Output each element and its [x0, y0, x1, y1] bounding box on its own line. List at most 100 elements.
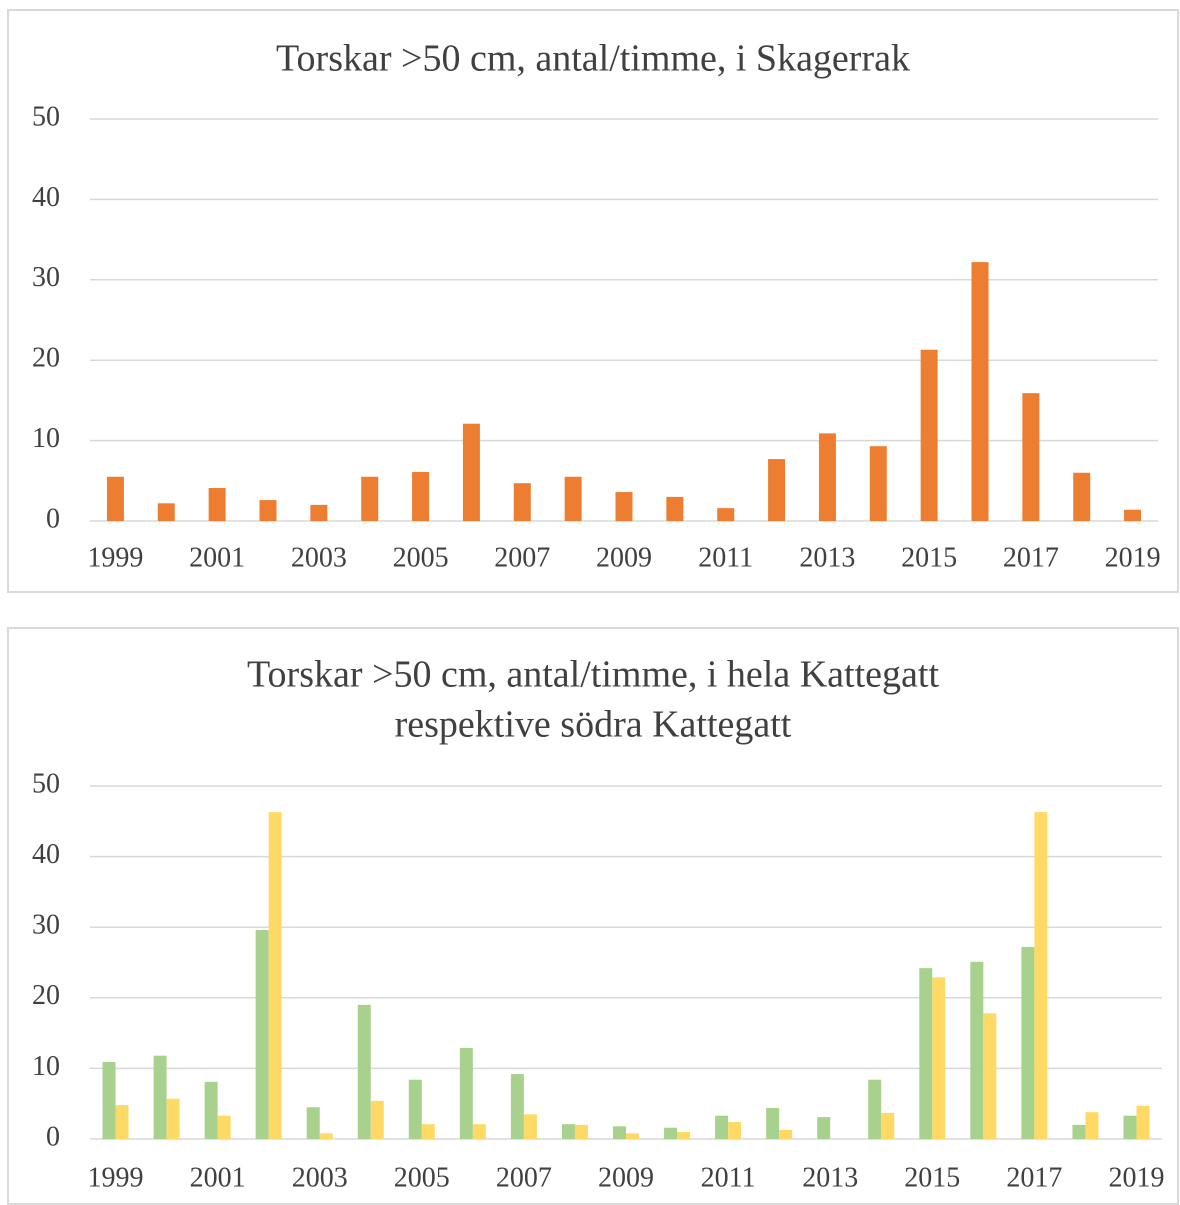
bar [766, 1107, 780, 1139]
bar [361, 476, 379, 521]
bar [1021, 946, 1035, 1139]
bar [574, 1124, 588, 1139]
chart-frame [7, 9, 1179, 593]
x-tick-label: 2007 [494, 542, 550, 573]
x-tick-label: 2009 [596, 542, 652, 573]
y-tick-label: 10 [32, 1051, 60, 1082]
bar [421, 1124, 435, 1139]
bar [208, 488, 226, 521]
bar [869, 446, 887, 521]
bar [664, 1127, 678, 1139]
x-tick-label: 2003 [292, 1162, 348, 1193]
bar [1022, 393, 1040, 521]
bar [115, 1105, 129, 1139]
bar [106, 476, 124, 521]
y-tick-label: 30 [32, 910, 60, 941]
x-tick-label: 2013 [802, 1162, 858, 1193]
bar [728, 1122, 742, 1139]
bar [1073, 472, 1091, 521]
x-tick-label: 2017 [1006, 1162, 1062, 1193]
bar [1136, 1105, 1150, 1139]
bar [881, 1112, 895, 1139]
x-tick-label: 2013 [799, 542, 855, 573]
x-tick-label: 2001 [190, 1162, 246, 1193]
y-tick-label: 40 [32, 182, 60, 213]
y-tick-label: 20 [32, 980, 60, 1011]
bar [255, 930, 269, 1139]
x-tick-label: 2019 [1108, 1162, 1164, 1193]
bar [523, 1114, 537, 1139]
x-tick-label: 2001 [189, 542, 245, 573]
bar [268, 812, 282, 1139]
bar [818, 433, 836, 521]
bar [613, 1126, 626, 1139]
x-tick-label: 2011 [698, 542, 753, 573]
bar [204, 1081, 218, 1139]
y-tick-label: 20 [32, 343, 60, 374]
x-tick-label: 2007 [496, 1162, 552, 1193]
bar [1123, 1115, 1137, 1139]
y-tick-label: 50 [32, 101, 60, 132]
bar [677, 1131, 691, 1139]
bar [717, 508, 735, 521]
x-tick-label: 2015 [901, 542, 957, 573]
bar [153, 1055, 167, 1139]
bar [868, 1079, 882, 1139]
bar [357, 1004, 371, 1139]
x-tick-label: 2019 [1105, 542, 1161, 573]
chart-title: Torskar >50 cm, antal/timme, i hela Katt… [247, 654, 939, 696]
x-tick-label: 2015 [904, 1162, 960, 1193]
chart-title: Torskar >50 cm, antal/timme, i Skagerrak [276, 38, 910, 80]
x-tick-label: 1999 [87, 542, 143, 573]
bar [306, 1107, 320, 1139]
bar [768, 459, 786, 521]
bar [920, 349, 938, 521]
bar [1072, 1124, 1086, 1139]
y-tick-label: 10 [32, 423, 60, 454]
bar [102, 1062, 116, 1139]
bar [919, 968, 933, 1139]
bar [408, 1079, 422, 1139]
bar [370, 1100, 384, 1139]
y-tick-label: 40 [32, 839, 60, 870]
x-tick-label: 2011 [701, 1162, 756, 1193]
x-tick-label: 2003 [291, 542, 347, 573]
x-tick-label: 2017 [1003, 542, 1059, 573]
bar [259, 500, 277, 521]
bar [459, 1047, 473, 1139]
bar [983, 1013, 997, 1139]
bar [412, 471, 430, 521]
bar [513, 483, 531, 521]
chart-title: respektive södra Kattegatt [395, 704, 792, 746]
bar [157, 503, 175, 521]
bar [971, 262, 989, 521]
bar [472, 1124, 486, 1139]
y-tick-label: 50 [32, 768, 60, 799]
bar [779, 1129, 793, 1139]
bar [510, 1074, 524, 1139]
bar [715, 1115, 729, 1139]
bar [319, 1133, 333, 1139]
x-tick-label: 1999 [88, 1162, 144, 1193]
bar [1124, 509, 1142, 521]
bar [817, 1117, 831, 1139]
bar [561, 1124, 575, 1139]
bar [626, 1133, 639, 1139]
bar [217, 1115, 231, 1139]
x-tick-label: 2009 [598, 1162, 654, 1193]
bar [615, 492, 633, 521]
y-tick-label: 30 [32, 262, 60, 293]
bar [970, 961, 984, 1139]
bar [1034, 812, 1048, 1139]
x-tick-label: 2005 [394, 1162, 450, 1193]
x-tick-label: 2005 [393, 542, 449, 573]
bar [310, 504, 328, 521]
bar [1085, 1112, 1099, 1139]
bar [932, 977, 946, 1139]
bar [166, 1098, 180, 1139]
bar [564, 476, 582, 521]
y-tick-label: 0 [46, 1121, 60, 1152]
bar [666, 496, 684, 521]
bar [462, 423, 480, 521]
